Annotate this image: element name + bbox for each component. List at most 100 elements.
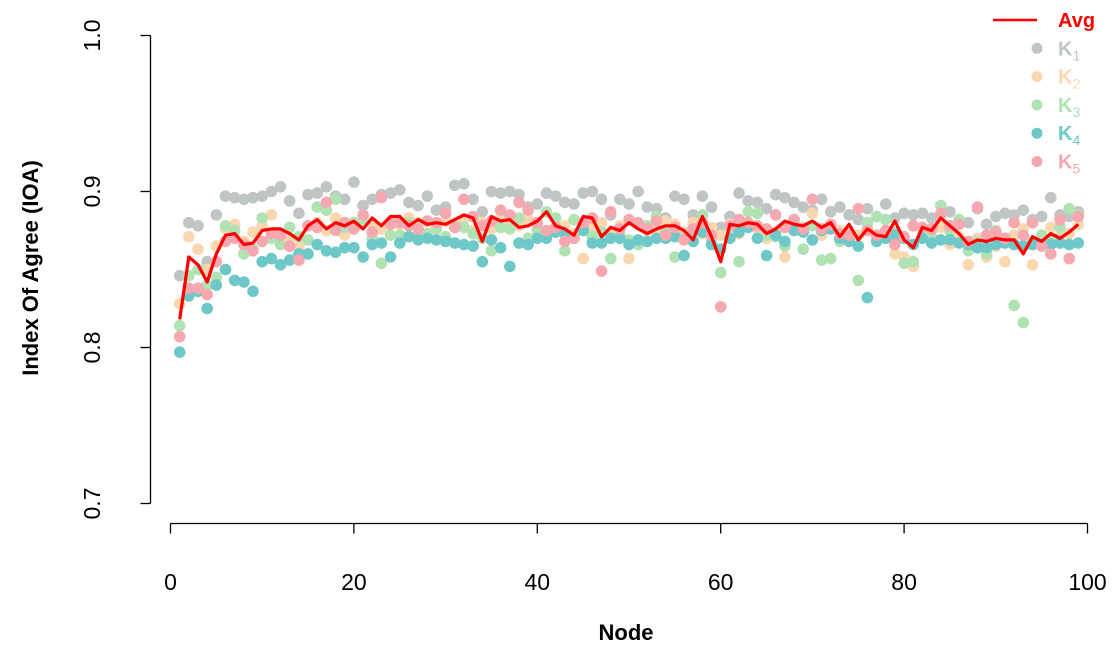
x-tick-label: 0	[164, 569, 177, 595]
point-k4	[1063, 238, 1075, 251]
point-k1	[265, 185, 278, 198]
legend-label-subscript: 1	[1072, 47, 1080, 63]
point-k1	[219, 190, 232, 202]
point-k1	[568, 198, 580, 210]
x-tick-label: 80	[891, 569, 917, 595]
point-k1	[467, 193, 479, 206]
point-k2	[1026, 259, 1039, 271]
point-k1	[228, 191, 241, 204]
legend-k5-label: K5	[1058, 152, 1080, 177]
point-k1	[1017, 204, 1030, 216]
point-k1	[678, 193, 690, 206]
point-k4	[366, 238, 379, 251]
point-k1	[999, 207, 1011, 220]
point-k5	[513, 196, 525, 209]
point-k1	[815, 193, 828, 206]
point-k4	[228, 274, 241, 287]
point-k1	[357, 199, 369, 212]
point-k5	[889, 238, 901, 251]
point-k3	[173, 319, 186, 332]
point-k3	[898, 257, 910, 270]
point-k3	[568, 213, 580, 226]
point-k3	[669, 251, 681, 263]
point-k1	[788, 196, 800, 209]
legend-k3-swatch	[1031, 99, 1043, 111]
point-k3	[742, 206, 754, 218]
point-k4	[219, 263, 232, 276]
point-k1	[669, 190, 681, 202]
point-k3	[494, 221, 507, 234]
point-k5	[935, 207, 947, 220]
point-k1	[394, 184, 406, 196]
y-tick-label: 0.7	[79, 488, 105, 520]
point-k1	[311, 187, 324, 199]
point-k1	[898, 207, 910, 220]
point-k3	[1017, 316, 1030, 329]
point-k4	[751, 232, 764, 245]
point-k5	[769, 209, 782, 221]
point-k5	[283, 240, 296, 252]
point-k5	[320, 196, 333, 209]
point-k2	[247, 226, 259, 238]
point-k4	[779, 235, 791, 248]
point-k4	[1045, 238, 1057, 251]
point-k4	[238, 276, 250, 288]
point-k1	[990, 210, 1002, 223]
point-k2	[962, 259, 975, 271]
point-k1	[504, 185, 516, 198]
point-k1	[384, 187, 397, 199]
point-k1	[494, 187, 507, 199]
point-k5	[439, 207, 452, 220]
point-k1	[595, 193, 608, 206]
point-k4	[247, 285, 259, 298]
point-k3	[485, 245, 498, 257]
point-k1	[238, 193, 250, 206]
point-k4	[980, 241, 993, 254]
point-k4	[990, 238, 1002, 251]
point-k2	[1008, 229, 1020, 241]
point-k4	[861, 291, 874, 304]
point-k3	[797, 243, 809, 255]
point-k4	[1054, 237, 1066, 249]
avg-line-layer	[178, 210, 1080, 320]
point-k5	[522, 204, 534, 216]
point-k1	[980, 218, 993, 231]
point-k1	[586, 185, 599, 198]
point-k4	[348, 241, 360, 254]
point-k4	[632, 234, 644, 246]
point-k4	[476, 255, 489, 268]
x-tick-label: 60	[708, 569, 734, 595]
point-k2	[375, 223, 388, 235]
point-k2	[714, 229, 727, 241]
point-k1	[476, 206, 489, 218]
point-k4	[595, 237, 608, 249]
legend-k1-label: K1	[1058, 38, 1080, 63]
point-k3	[375, 257, 388, 270]
point-k4	[623, 238, 635, 251]
point-k1	[183, 216, 195, 229]
point-k3	[852, 274, 865, 287]
point-k3	[815, 254, 828, 266]
point-k4	[696, 226, 709, 238]
point-k1	[577, 187, 589, 199]
point-k3	[604, 252, 617, 265]
point-k2	[623, 252, 635, 265]
points-layer	[173, 176, 1085, 359]
point-k4	[604, 232, 617, 245]
point-k3	[458, 221, 470, 234]
point-k4	[953, 237, 965, 249]
point-k4	[531, 232, 544, 245]
point-k5	[1026, 216, 1039, 229]
point-k5	[357, 209, 369, 221]
legend-k3-label: K3	[1058, 95, 1080, 120]
point-k4	[669, 230, 681, 243]
point-k3	[311, 201, 324, 213]
point-k1	[449, 179, 461, 192]
point-k1	[540, 187, 553, 199]
point-k4	[760, 249, 773, 262]
point-k1	[824, 206, 837, 218]
legend-label-main: Avg	[1058, 10, 1095, 32]
point-k3	[302, 234, 314, 246]
legend-k1-swatch	[1031, 42, 1043, 54]
